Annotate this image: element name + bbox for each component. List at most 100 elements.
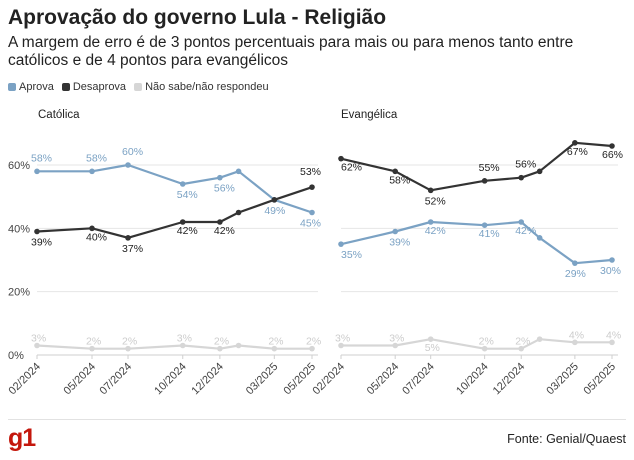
point-1-desaprova-1 bbox=[392, 168, 399, 175]
data-label-0-aprova-4: 56% bbox=[214, 183, 235, 195]
data-label-1-nao-sabe-4: 2% bbox=[515, 336, 530, 348]
data-label-0-desaprova-3: 42% bbox=[177, 225, 198, 237]
point-0-aprova-1 bbox=[89, 168, 95, 175]
point-0-desaprova-3 bbox=[179, 219, 186, 225]
point-1-aprova-4 bbox=[518, 219, 525, 225]
x-tick-label-0-4: 12/2024 bbox=[189, 361, 226, 398]
data-label-1-nao-sabe-1: 3% bbox=[389, 333, 404, 345]
data-label-1-aprova-1: 39% bbox=[389, 237, 410, 249]
series-line-1-nao-sabe bbox=[341, 338, 612, 350]
point-1-desaprova-7 bbox=[609, 143, 615, 149]
data-label-0-aprova-2: 60% bbox=[122, 146, 143, 158]
data-label-1-desaprova-2: 52% bbox=[425, 195, 446, 207]
point-0-nao-sabe-6 bbox=[271, 345, 278, 352]
point-0-nao-sabe-7 bbox=[309, 345, 315, 352]
legend-label-aprova: Aprova bbox=[19, 81, 54, 93]
x-tick-label-1-0: 02/2024 bbox=[311, 361, 348, 398]
data-label-1-aprova-0: 35% bbox=[341, 249, 362, 261]
point-1-aprova-2 bbox=[427, 219, 434, 225]
point-0-desaprova-7 bbox=[309, 184, 315, 190]
point-0-nao-sabe-0 bbox=[34, 342, 40, 349]
point-0-desaprova-0 bbox=[34, 228, 40, 235]
point-1-desaprova-0 bbox=[338, 155, 344, 162]
series-line-0-desaprova bbox=[36, 186, 313, 239]
data-label-0-aprova-3: 54% bbox=[177, 189, 198, 201]
data-label-0-aprova-6: 49% bbox=[264, 205, 285, 217]
x-tick-label-1-6: 05/2025 bbox=[582, 361, 619, 398]
point-0-desaprova-4 bbox=[217, 219, 223, 225]
chart-title: Aprovação do governo Lula - Religião bbox=[8, 6, 387, 29]
x-tick-label-0-1: 05/2024 bbox=[62, 361, 99, 398]
point-0-desaprova-2 bbox=[125, 235, 131, 241]
data-label-0-desaprova-0: 39% bbox=[31, 237, 52, 249]
point-1-nao-sabe-1 bbox=[392, 342, 399, 349]
panel-title-0: Católica bbox=[38, 109, 80, 121]
data-label-1-nao-sabe-0: 3% bbox=[335, 333, 350, 345]
g1-logo: g1 bbox=[8, 424, 36, 452]
series-line-1-desaprova bbox=[340, 141, 613, 192]
data-label-1-desaprova-4: 56% bbox=[515, 159, 536, 171]
y-tick-label-40: 40% bbox=[8, 223, 30, 235]
legend-label-desaprova: Desaprova bbox=[72, 81, 127, 93]
data-label-1-nao-sabe-2: 5% bbox=[425, 342, 440, 354]
point-0-aprova-4 bbox=[217, 174, 223, 181]
point-1-nao-sabe-4 bbox=[518, 345, 525, 352]
data-label-0-nao-sabe-6: 2% bbox=[268, 336, 283, 348]
data-label-0-desaprova-2: 37% bbox=[122, 243, 143, 255]
data-label-0-nao-sabe-7: 2% bbox=[306, 336, 321, 348]
data-label-1-aprova-6: 29% bbox=[565, 268, 586, 280]
data-label-1-aprova-4: 42% bbox=[515, 225, 536, 237]
y-tick-label-60: 60% bbox=[8, 160, 30, 172]
point-1-nao-sabe-5 bbox=[536, 336, 543, 342]
legend-swatch-nao-sabe bbox=[134, 83, 143, 91]
data-label-0-nao-sabe-4: 2% bbox=[214, 336, 229, 348]
x-tick-label-0-5: 03/2025 bbox=[244, 361, 281, 398]
x-tick-label-1-5: 03/2025 bbox=[544, 361, 581, 398]
legend-item-aprova: Aprova bbox=[8, 81, 54, 93]
point-1-nao-sabe-2 bbox=[427, 336, 434, 342]
data-label-1-desaprova-0: 62% bbox=[341, 162, 362, 174]
point-1-desaprova-6 bbox=[572, 140, 578, 146]
point-1-aprova-1 bbox=[392, 228, 399, 235]
data-label-0-nao-sabe-3: 3% bbox=[177, 333, 192, 345]
point-0-aprova-5 bbox=[235, 168, 242, 175]
point-1-aprova-7 bbox=[609, 257, 615, 263]
data-label-1-nao-sabe-7: 4% bbox=[606, 329, 621, 341]
point-0-desaprova-6 bbox=[271, 197, 278, 203]
y-tick-label-0: 0% bbox=[8, 350, 24, 362]
data-label-0-nao-sabe-0: 3% bbox=[31, 333, 46, 345]
legend: Aprova Desaprova Não sabe/não respondeu bbox=[8, 81, 269, 93]
point-1-desaprova-5 bbox=[536, 168, 543, 175]
point-1-desaprova-2 bbox=[427, 187, 434, 194]
data-label-0-desaprova-1: 40% bbox=[86, 231, 107, 243]
panel-title-1: Evangélica bbox=[341, 109, 398, 121]
data-label-1-desaprova-7: 66% bbox=[602, 149, 623, 161]
point-1-nao-sabe-0 bbox=[338, 342, 344, 349]
point-0-desaprova-5 bbox=[235, 209, 242, 216]
data-label-1-aprova-3: 41% bbox=[479, 228, 500, 240]
point-0-nao-sabe-4 bbox=[217, 345, 223, 352]
point-1-nao-sabe-6 bbox=[572, 339, 578, 346]
legend-label-nao-sabe: Não sabe/não respondeu bbox=[145, 81, 269, 93]
point-0-aprova-7 bbox=[309, 209, 315, 216]
point-0-aprova-0 bbox=[34, 168, 40, 175]
point-0-aprova-3 bbox=[179, 181, 186, 187]
point-1-aprova-3 bbox=[481, 222, 488, 228]
point-1-aprova-6 bbox=[572, 260, 578, 266]
point-0-aprova-2 bbox=[125, 162, 131, 168]
legend-swatch-aprova bbox=[8, 83, 16, 91]
x-tick-label-1-3: 10/2024 bbox=[454, 361, 491, 398]
legend-item-desaprova: Desaprova bbox=[61, 81, 127, 93]
data-label-1-aprova-7: 30% bbox=[600, 265, 621, 277]
data-label-0-nao-sabe-1: 2% bbox=[86, 336, 101, 348]
series-line-0-nao-sabe bbox=[36, 344, 312, 350]
data-label-0-desaprova-7: 53% bbox=[300, 166, 321, 178]
series-line-0-aprova bbox=[37, 163, 313, 214]
data-label-0-aprova-1: 58% bbox=[86, 152, 107, 164]
chart-subtitle: A margem de erro é de 3 pontos percentua… bbox=[8, 34, 574, 69]
data-label-0-nao-sabe-2: 2% bbox=[122, 336, 137, 348]
point-1-desaprova-4 bbox=[518, 174, 525, 181]
point-1-aprova-5 bbox=[536, 235, 543, 241]
x-tick-label-1-2: 07/2024 bbox=[400, 361, 437, 398]
